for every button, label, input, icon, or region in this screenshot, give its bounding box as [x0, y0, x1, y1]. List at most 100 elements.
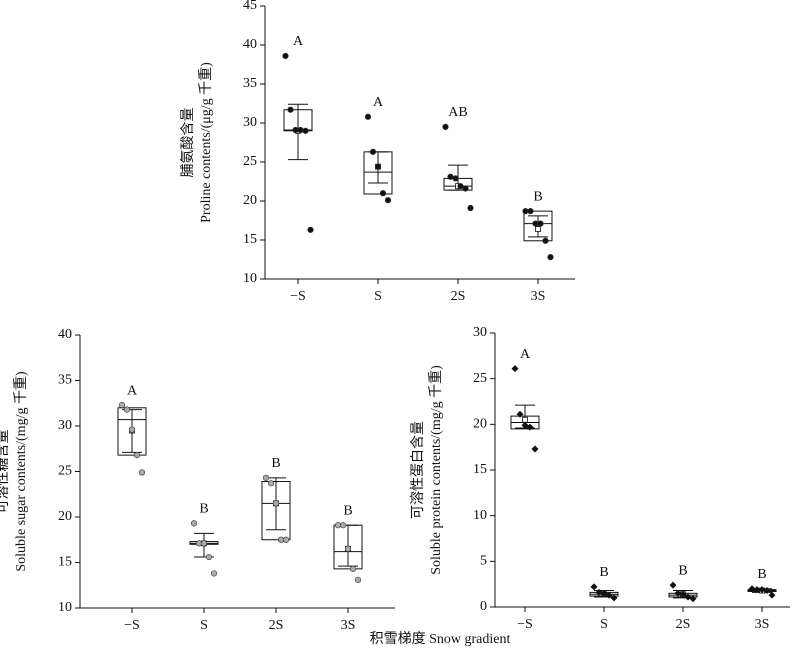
- point: [349, 565, 357, 572]
- point: [210, 570, 218, 577]
- point: [610, 594, 618, 602]
- significance-letter: A: [127, 383, 138, 398]
- point: [282, 52, 289, 60]
- point: [547, 254, 554, 261]
- x-tick-label: S: [200, 618, 208, 633]
- point: [511, 365, 519, 373]
- point: [526, 423, 534, 431]
- point: [369, 148, 377, 155]
- point: [205, 553, 213, 561]
- point: [123, 406, 131, 413]
- point: [462, 185, 469, 192]
- point: [763, 587, 771, 595]
- point: [133, 452, 141, 459]
- mean: [522, 416, 528, 423]
- x-tick-label: 3S: [531, 289, 546, 304]
- point: [344, 545, 352, 552]
- y-tick-label: 10: [473, 508, 487, 523]
- y-tick-label: 0: [480, 599, 487, 614]
- point: [138, 469, 146, 476]
- y-tick-label: 45: [243, 0, 257, 13]
- y-tick-label: 40: [243, 37, 257, 52]
- y-axis-label-cn: 可溶性蛋白含量: [410, 421, 426, 519]
- point: [605, 591, 613, 599]
- y-tick-label: 25: [473, 371, 487, 386]
- point: [118, 401, 126, 409]
- y-tick-label: 35: [243, 76, 257, 91]
- y-tick-label: 30: [243, 115, 257, 130]
- y-tick-label: 15: [473, 462, 487, 477]
- x-tick-label: 2S: [451, 289, 466, 304]
- y-tick-label: 30: [58, 418, 72, 433]
- point: [768, 591, 776, 599]
- x-tick-label: 2S: [269, 618, 284, 633]
- point: [527, 208, 534, 215]
- significance-letter: B: [533, 189, 542, 204]
- significance-letter: AB: [448, 105, 467, 120]
- point: [297, 126, 304, 134]
- y-tick-label: 40: [58, 327, 72, 342]
- significance-letter: B: [678, 563, 687, 578]
- point: [282, 536, 290, 543]
- point: [267, 480, 275, 487]
- y-tick-label: 15: [243, 232, 257, 247]
- y-tick-label: 30: [473, 325, 487, 340]
- x-tick-label: S: [374, 289, 382, 304]
- significance-letter: B: [343, 503, 352, 518]
- point: [128, 426, 136, 433]
- x-axis-label: 积雪梯度 Snow gradient: [370, 631, 511, 647]
- y-axis-label: Soluble sugar contents/(mg/g 千重): [13, 371, 29, 572]
- mean: [535, 226, 541, 232]
- y-axis-label: Soluble protein contents/(mg/g 千重): [428, 365, 444, 575]
- point: [190, 520, 198, 527]
- y-tick-label: 10: [58, 600, 72, 615]
- point: [374, 163, 382, 170]
- x-tick-label: −S: [517, 617, 533, 632]
- y-tick-label: 35: [58, 373, 72, 388]
- significance-letter: A: [373, 95, 384, 110]
- point: [467, 204, 474, 212]
- point: [272, 500, 280, 507]
- point: [442, 123, 449, 130]
- y-tick-label: 25: [243, 154, 257, 169]
- y-tick-label: 15: [58, 555, 72, 570]
- significance-letter: B: [757, 567, 766, 582]
- y-tick-label: 5: [480, 554, 487, 569]
- point: [674, 589, 682, 597]
- y-axis-label: Proline contents/(μg/g 千重): [198, 62, 214, 223]
- y-tick-label: 20: [243, 193, 257, 208]
- y-tick-label: 25: [58, 464, 72, 479]
- x-tick-label: −S: [124, 618, 140, 633]
- point: [689, 595, 697, 603]
- point: [200, 540, 208, 547]
- y-axis-label-cn: 脯氨酸含量: [180, 108, 196, 178]
- x-tick-label: 3S: [341, 618, 356, 633]
- significance-letter: B: [271, 456, 280, 471]
- point: [590, 583, 598, 591]
- point: [457, 183, 464, 190]
- point: [302, 127, 309, 134]
- x-tick-label: S: [600, 617, 608, 632]
- y-tick-label: 10: [243, 271, 257, 286]
- point: [452, 175, 459, 182]
- point: [379, 190, 387, 197]
- point: [364, 113, 372, 120]
- point: [758, 586, 766, 594]
- significance-letter: A: [520, 347, 531, 362]
- point: [595, 588, 603, 596]
- point: [262, 474, 270, 481]
- point: [531, 445, 539, 453]
- point: [537, 220, 544, 227]
- point: [748, 585, 756, 593]
- y-tick-label: 20: [473, 417, 487, 432]
- significance-letter: B: [599, 565, 608, 580]
- point: [354, 576, 362, 583]
- box: [117, 407, 147, 456]
- point: [516, 410, 524, 418]
- box: [523, 210, 553, 242]
- significance-letter: B: [199, 502, 208, 517]
- significance-letter: A: [293, 34, 304, 49]
- x-tick-label: −S: [290, 289, 306, 304]
- point: [339, 522, 347, 529]
